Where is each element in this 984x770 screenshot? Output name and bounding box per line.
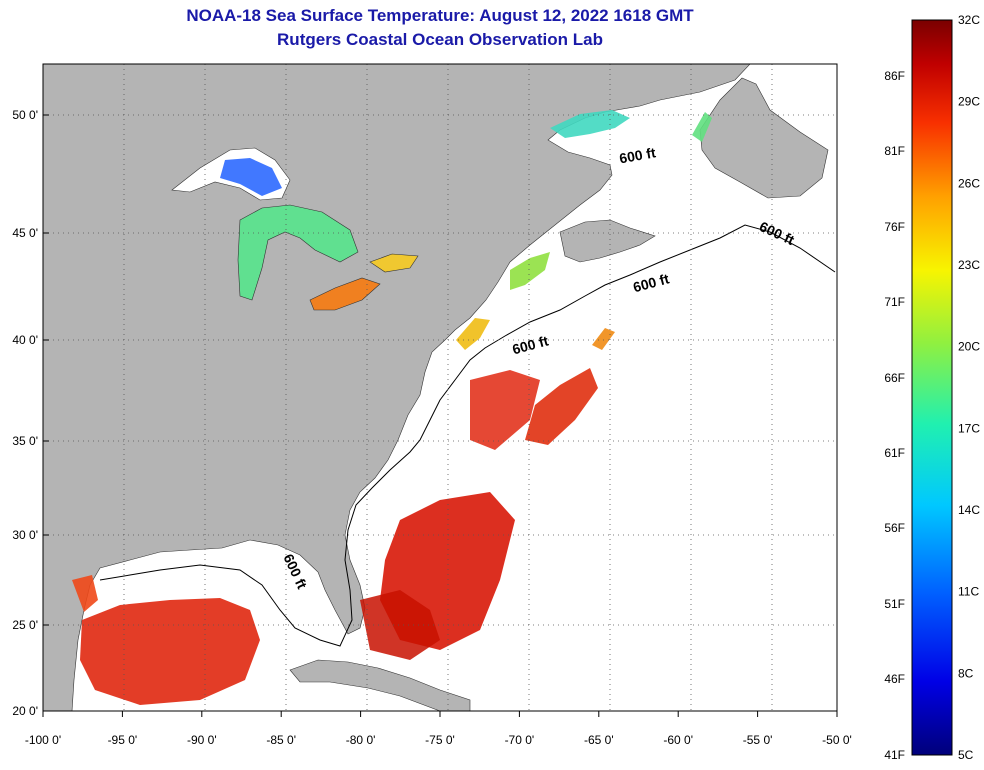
colorbar-celsius-label: 32C [958,13,980,27]
colorbar-fahrenheit-label: 86F [884,69,905,83]
colorbar [911,19,953,756]
newfoundland-coast-sst [692,112,712,142]
lat-tick-label: 45 0' [12,226,38,240]
gulf-mexico-west-sst [72,575,98,612]
lake-superior-sst [220,158,282,196]
gulf-of-mexico-sst [80,598,260,705]
colorbar-celsius-label: 17C [958,421,980,435]
lon-tick-label: -90 0' [187,733,217,747]
colorbar-fahrenheit-label: 66F [884,371,905,385]
isobath-600ft [99,224,836,647]
land-north-america [43,64,751,711]
colorbar-fahrenheit-label: 56F [884,521,905,535]
colorbar-celsius-label: 26C [958,176,980,190]
lon-tick-label: -80 0' [346,733,376,747]
colorbar-celsius-label: 5C [958,748,974,762]
gulfstream-sst-north [525,368,598,445]
lake-erie [309,277,381,311]
land-maritimes [559,219,656,263]
lat-tick-label: 25 0' [12,618,38,632]
longitude-axis: -100 0' -95 0' -90 0' -85 0' -80 0' -75 0' -70… [25,711,852,747]
bahamas-sst [360,590,440,660]
lon-tick-label: -70 0' [505,733,535,747]
map-title: NOAA-18 Sea Surface Temperature: August … [186,6,694,25]
lat-tick-label: 20 0' [12,704,38,718]
map-subtitle: Rutgers Coastal Ocean Observation Lab [277,30,603,49]
colorbar-fahrenheit-label: 71F [884,295,905,309]
offshore-sst-orange [592,328,615,350]
colorbar-labels: 32C 29C 26C 23C 20C 17C 14C 11C 8C 5C 86F 81F 76F 71F… [884,13,980,762]
land-newfoundland [699,77,829,199]
lat-tick-label: 35 0' [12,434,38,448]
lon-tick-label: -85 0' [266,733,296,747]
lon-tick-label: -55 0' [743,733,773,747]
lat-tick-label: 50 0' [12,108,38,122]
land-cuba [289,659,471,711]
gulf-st-lawrence-sst [550,110,630,138]
colorbar-fahrenheit-label: 76F [884,220,905,234]
shelf-sst-yellow [456,318,490,350]
lon-tick-label: -50 0' [822,733,852,747]
colorbar-fahrenheit-label: 41F [884,748,905,762]
lon-tick-label: -65 0' [584,733,614,747]
colorbar-celsius-label: 20C [958,340,980,354]
lat-tick-label: 30 0' [12,528,38,542]
lake-michigan-huron [237,204,359,301]
colorbar-celsius-label: 29C [958,95,980,109]
colorbar-fahrenheit-label: 46F [884,672,905,686]
colorbar-fahrenheit-label: 51F [884,597,905,611]
lake-ontario [369,253,419,273]
lon-tick-label: -75 0' [425,733,455,747]
latitude-axis: 50 0' 45 0' 40 0' 35 0' 30 0' 25 0' 20 0' [12,108,49,718]
lon-tick-label: -100 0' [25,733,61,747]
contour-label-1: 600 ft [618,144,657,166]
colorbar-celsius-label: 11C [958,585,979,599]
lon-tick-label: -60 0' [663,733,693,747]
colorbar-fahrenheit-label: 61F [884,446,905,460]
map-area: 600 ft 600 ft 600 ft 600 ft 600 ft [43,64,837,711]
gulf-maine-sst [510,252,550,290]
colorbar-celsius-label: 23C [958,258,980,272]
lon-tick-label: -95 0' [108,733,138,747]
colorbar-fahrenheit-label: 81F [884,144,905,158]
colorbar-celsius-label: 14C [958,503,980,517]
colorbar-celsius-label: 8C [958,666,974,680]
lat-tick-label: 40 0' [12,333,38,347]
gulfstream-sst-mid [470,370,540,450]
